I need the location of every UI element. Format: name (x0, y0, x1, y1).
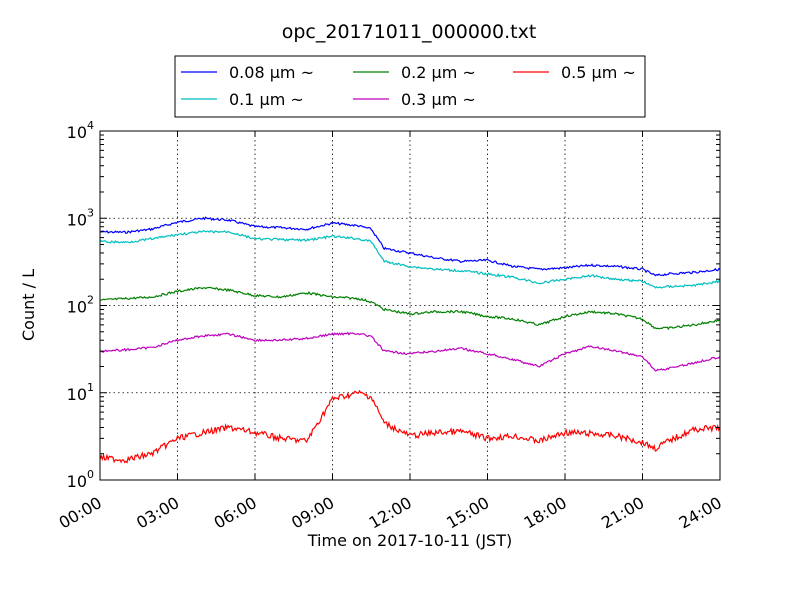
x-tick-label: 09:00 (288, 493, 337, 533)
x-tick-label: 18:00 (521, 493, 570, 533)
legend-label: 0.08 μm ~ (229, 63, 314, 82)
y-tick-exponent: 1 (87, 381, 94, 394)
x-axis-label: Time on 2017-10-11 (JST) (307, 531, 512, 550)
y-tick-label: 100 (67, 468, 94, 491)
x-tick-label: 03:00 (133, 493, 182, 533)
y-tick-base: 10 (67, 298, 87, 317)
series-line-1 (99, 286, 721, 331)
x-axis: 00:00 03:00 06:00 09:00 12:00 15:00 18:00 21:00… (56, 131, 725, 533)
y-tick-exponent: 2 (87, 294, 94, 307)
y-tick-exponent: 0 (87, 468, 94, 481)
legend-label: 0.2 μm ~ (401, 63, 476, 82)
y-axis-label: Count / L (19, 269, 38, 341)
x-tick-label: 00:00 (56, 493, 105, 533)
series-line-0 (99, 216, 721, 277)
series-line-2 (99, 389, 721, 464)
legend-label: 0.3 μm ~ (401, 90, 476, 109)
y-tick-label: 103 (67, 206, 94, 229)
legend-label: 0.1 μm ~ (229, 90, 304, 109)
chart-title: opc_20171011_000000.txt (282, 21, 537, 43)
y-tick-label: 104 (67, 119, 94, 142)
series-line-3 (99, 230, 721, 289)
legend: 0.08 μm ~ 0.2 μm ~ 0.5 μm ~ 0.1 μm ~ 0.3 μm … (174, 55, 646, 118)
legend-label: 0.5 μm ~ (561, 63, 636, 82)
y-tick-exponent: 4 (87, 119, 94, 132)
x-tick-label: 12:00 (366, 493, 415, 533)
y-tick-label: 101 (67, 381, 94, 404)
legend-box (174, 55, 646, 118)
series-lines (99, 216, 721, 464)
x-tick-label: 24:00 (676, 493, 725, 533)
y-tick-exponent: 3 (87, 206, 94, 219)
y-tick-base: 10 (67, 385, 87, 404)
x-tick-label: 06:00 (211, 493, 260, 533)
y-tick-base: 10 (67, 472, 87, 491)
gridlines (100, 131, 720, 480)
x-tick-label: 21:00 (598, 493, 647, 533)
x-tick-label: 15:00 (443, 493, 492, 533)
y-tick-base: 10 (67, 210, 87, 229)
y-tick-base: 10 (67, 123, 87, 142)
series-line-4 (99, 331, 721, 372)
y-tick-label: 102 (67, 294, 94, 317)
